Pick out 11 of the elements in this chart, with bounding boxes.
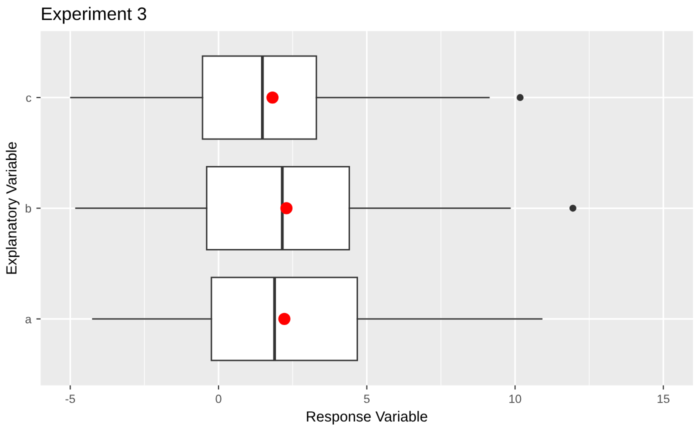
x-axis-title: Response Variable <box>306 410 428 425</box>
x-tick-label: 0 <box>216 394 222 404</box>
y-tick-label: b <box>26 204 32 213</box>
y-tick-label: a <box>26 316 32 324</box>
x-tick-label: -5 <box>66 394 76 404</box>
x-tick-label: 10 <box>509 394 522 404</box>
x-tick-label: 5 <box>364 394 370 404</box>
y-axis-title: Explanatory Variable <box>6 142 20 274</box>
y-tick-label: c <box>26 95 32 102</box>
chart-title: Experiment 3 <box>42 6 146 24</box>
x-tick-label: 15 <box>658 394 670 404</box>
